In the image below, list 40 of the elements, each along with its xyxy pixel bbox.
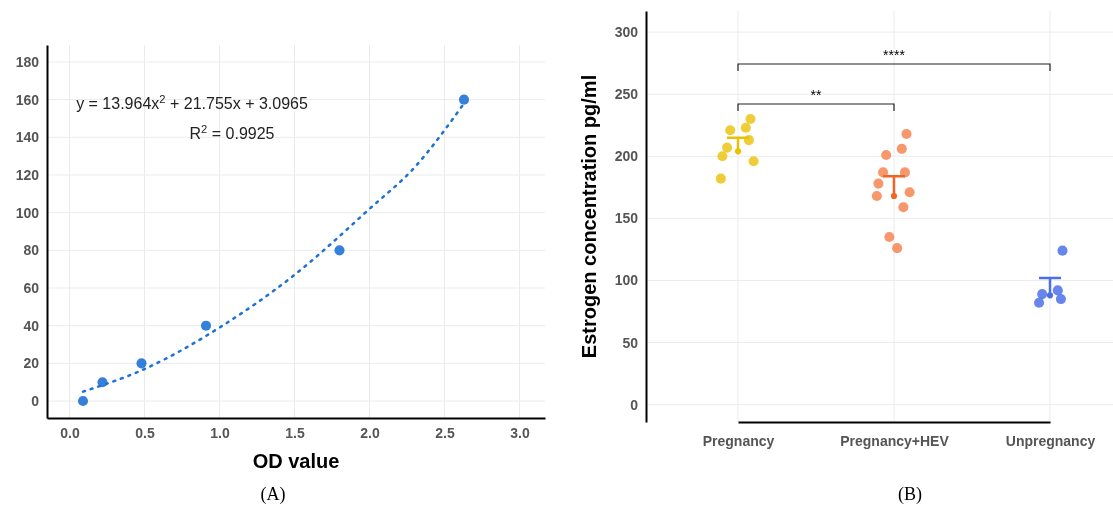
y-tick-label: 300: [614, 24, 639, 41]
y-tick-label: 250: [614, 86, 639, 103]
x-axis-title: OD value: [252, 450, 340, 472]
y-tick-label: 100: [614, 272, 639, 289]
y-tick-label: 80: [23, 242, 40, 259]
annotation: R$^{2}$ = 0.9925: [189, 123, 275, 142]
point: [77, 396, 89, 407]
y-tick-label: 0: [31, 393, 40, 410]
x-tick-label: 3.0: [510, 424, 530, 441]
y-tick-label: 160: [15, 91, 40, 108]
text: (A): [260, 484, 286, 505]
point: [136, 358, 147, 369]
point: [334, 245, 345, 256]
y-tick-label: 200: [614, 148, 639, 165]
annotation: **: [810, 87, 822, 103]
y-tick-label: 0: [630, 396, 639, 413]
y-tick-label: 180: [15, 53, 40, 70]
y-tick-label: 150: [614, 210, 639, 227]
y-tick-label: 20: [23, 355, 40, 372]
x-tick-label: 0.0: [60, 424, 80, 441]
x-tick-label: Unpregnancy: [1005, 432, 1096, 449]
y-tick-label: 140: [15, 129, 40, 146]
y-tick-label: 50: [622, 334, 639, 351]
y-tick-label: 40: [23, 317, 40, 334]
x-tick-label: 1.0: [210, 424, 230, 441]
annotation: y = 13.964x$^{2}$ + 21.755x + 3.0965: [76, 93, 308, 112]
y-tick-label: 120: [15, 166, 40, 183]
x-tick-label: Pregnancy: [702, 432, 775, 449]
text: (B): [898, 484, 922, 505]
x-tick-label: Pregnancy+HEV: [840, 432, 950, 449]
point: [200, 320, 212, 331]
y-tick-label: 100: [15, 204, 40, 221]
x-tick-label: 0.5: [135, 424, 155, 441]
annotation: ****: [883, 47, 906, 63]
x-tick-label: 2.5: [435, 424, 455, 441]
y-axis-title: Estrogen concentration pg/ml: [578, 74, 600, 359]
point: [458, 94, 470, 105]
x-tick-label: 1.5: [285, 424, 305, 441]
x-tick-label: 2.0: [360, 424, 380, 441]
y-tick-label: 60: [23, 280, 40, 296]
